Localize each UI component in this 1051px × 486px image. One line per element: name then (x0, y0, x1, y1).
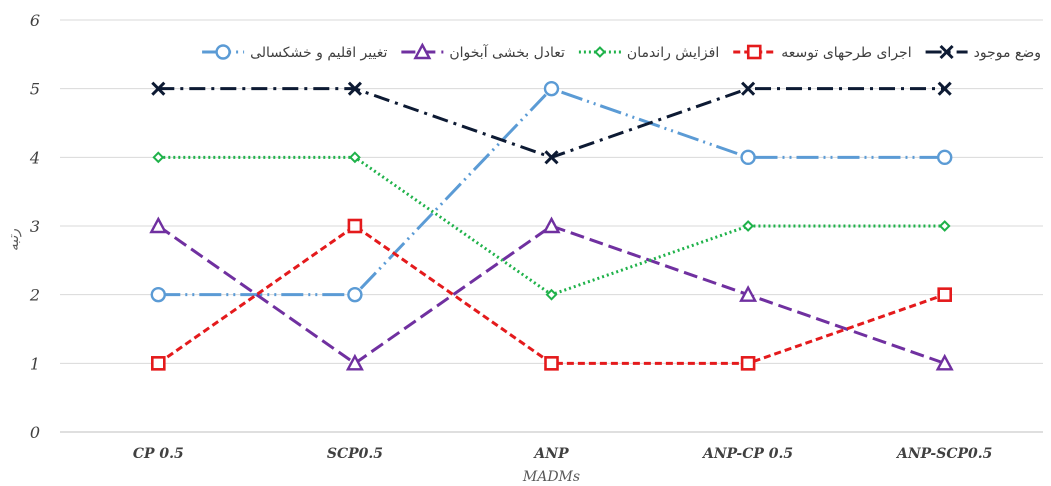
legend-item: اجرای طرحهای توسعه (733, 44, 912, 61)
series-diamond (152, 151, 951, 301)
x-tick-label: SCP0.5 (327, 446, 383, 462)
legend-label: افزایش راندمان (627, 45, 719, 61)
legend-item: تعادل بخشی آبخوان (401, 42, 565, 61)
legend-item: وضع موجود (925, 44, 1041, 61)
data-point-marker (347, 218, 363, 234)
series-x (151, 81, 952, 165)
y-tick-label: 6 (30, 11, 40, 30)
series-triangle (149, 216, 954, 371)
x-tick-label: ANP-SCP0.5 (895, 446, 992, 462)
data-point-marker (742, 220, 755, 232)
data-point-marker (544, 356, 559, 371)
y-tick-label: 2 (29, 286, 40, 305)
data-point-marker (152, 151, 165, 164)
y-tick-label: 0 (30, 423, 40, 442)
data-point-marker (149, 216, 168, 234)
series-line (158, 87, 945, 297)
legend-item: تغییر اقلیم و خشکسالی (202, 44, 387, 61)
y-tick-label: 4 (29, 148, 40, 167)
x-tick-label: CP 0.5 (133, 446, 184, 462)
data-point-marker (740, 356, 756, 371)
axes: 0 1 2 3 4 5 6 CP 0.5 SCP0.5 ANP ANP-CP 0.5 ANP-SCP0… (29, 11, 1043, 462)
y-axis-title: رتبه (6, 229, 22, 252)
legend-marker (215, 44, 231, 60)
series-square (151, 218, 953, 371)
gridlines (60, 19, 1043, 364)
x-tick-label: ANP-CP 0.5 (701, 446, 793, 462)
data-point-marker (151, 81, 166, 96)
legend: وضع موجود اجرای طرحهای توسعه افزایش راندما… (202, 42, 1041, 61)
y-tick-label: 3 (30, 217, 40, 236)
y-tick-label: 5 (30, 80, 40, 99)
data-point-marker (347, 81, 362, 96)
data-point-marker (937, 149, 953, 166)
data-point-marker (740, 149, 756, 166)
data-point-marker (545, 288, 558, 301)
data-point-marker (739, 285, 758, 302)
y-tick-label: 1 (30, 354, 40, 373)
data-point-marker (938, 220, 951, 232)
data-point-marker (544, 150, 559, 165)
data-point-marker (542, 216, 561, 234)
data-point-marker (937, 81, 952, 96)
series-group (149, 80, 954, 371)
data-point-marker (151, 356, 166, 371)
legend-label: وضع موجود (974, 45, 1041, 61)
data-point-marker (345, 353, 364, 371)
legend-marker (593, 46, 606, 58)
x-tick-label: ANP (532, 446, 569, 462)
legend-label: تعادل بخشی آبخوان (449, 44, 565, 61)
series-circle (150, 80, 953, 303)
data-point-marker (348, 151, 361, 164)
legend-label: اجرای طرحهای توسعه (781, 45, 911, 61)
legend-item: افزایش راندمان (578, 45, 719, 61)
data-point-marker (935, 353, 954, 371)
data-point-marker (741, 81, 756, 96)
series-line (158, 87, 945, 159)
legend-label: تغییر اقلیم و خشکسالی (250, 45, 387, 61)
legend-marker (746, 44, 762, 60)
data-point-marker (543, 80, 560, 97)
x-axis-title: MADMs (522, 469, 580, 485)
data-point-marker (937, 287, 953, 302)
data-point-marker (347, 286, 363, 303)
legend-marker (413, 42, 432, 60)
data-point-marker (150, 286, 167, 303)
legend-marker (939, 44, 954, 60)
